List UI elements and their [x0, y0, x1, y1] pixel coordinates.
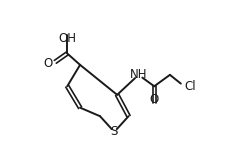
Text: S: S	[111, 125, 118, 138]
Text: NH: NH	[130, 68, 147, 81]
Text: O: O	[44, 57, 53, 70]
Text: O: O	[150, 93, 159, 106]
Text: Cl: Cl	[184, 80, 196, 93]
Text: OH: OH	[58, 32, 76, 45]
